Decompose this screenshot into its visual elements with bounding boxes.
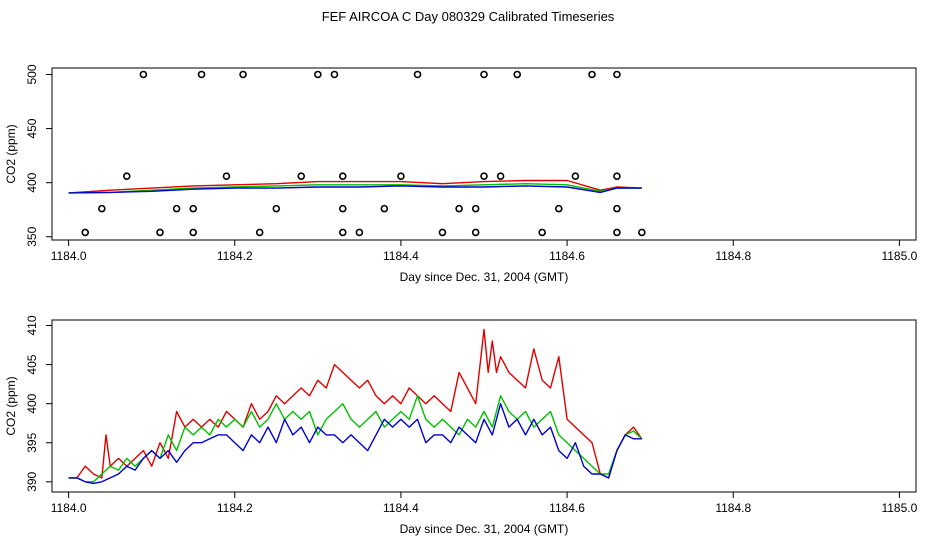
scatter-point [613,70,621,79]
scatter-point [189,228,198,237]
scatter-point [397,172,405,180]
scatter-point [255,228,264,237]
scatter-point [613,204,621,213]
scatter-point [139,70,148,79]
scatter-point [330,70,339,79]
y-tick-label: 400 [25,172,39,192]
scatter-point [513,70,522,79]
x-axis-label: Day since Dec. 31, 2004 (GMT) [400,522,569,536]
scatter-point [438,228,447,237]
y-tick-label: 500 [25,64,39,84]
scatter-point [588,70,596,79]
y-axis-label: CO2 (ppm) [4,124,18,183]
y-tick-label: 405 [25,354,39,374]
scatter-point [613,228,621,237]
scatter-point [380,204,389,213]
series-line-red [68,328,643,479]
y-tick-label: 450 [25,118,39,138]
scatter-point [613,172,621,180]
x-tick-label: 1184.6 [549,501,585,515]
scatter-point [455,204,463,213]
x-tick-label: 1184.0 [51,249,87,263]
y-tick-label: 400 [25,393,39,413]
x-tick-label: 1184.0 [51,501,87,515]
x-tick-label: 1184.4 [383,249,419,263]
scatter-point [222,172,231,180]
series-line-blue [68,185,642,194]
scatter-point [297,172,306,180]
scatter-point [122,172,131,180]
scatter-point [571,172,580,180]
x-tick-label: 1184.6 [549,249,585,263]
scatter-point [338,228,347,237]
scatter-point [480,70,488,79]
top-panel: 1184.0 1184.2 1184.4 1184.6 1184.8 1185.0 350 4… [4,64,918,284]
x-tick-label: 1184.2 [217,501,253,515]
scatter-point [239,70,247,79]
scatter-point [314,70,322,79]
scatter-point [471,228,480,237]
scatter-point [480,172,488,180]
scatter-point [197,70,206,79]
scatter-point [98,204,106,213]
x-axis-label: Day since Dec. 31, 2004 (GMT) [400,270,569,284]
scatter-point [172,204,181,213]
series-line-red [68,179,642,194]
scatter-point [554,204,563,213]
chart-title: FEF AIRCOA C Day 080329 Calibrated Times… [321,9,615,24]
x-tick-label: 1184.2 [217,249,253,263]
y-tick-label: 390 [25,472,39,492]
y-tick-label: 350 [25,226,39,246]
x-tick-label: 1184.8 [715,249,751,263]
bottom-panel: 1184.0 1184.2 1184.4 1184.6 1184.8 1185.0 390 3… [4,315,918,536]
series-line-blue [68,403,642,485]
scatter-point [81,228,90,237]
scatter-point [156,228,164,237]
y-tick-label: 395 [25,432,39,452]
scatter-point [355,228,364,237]
scatter-point [471,204,480,213]
x-tick-label: 1185.0 [881,501,917,515]
x-tick-label: 1185.0 [881,249,917,263]
scatter-point [413,70,422,79]
x-tick-label: 1184.4 [383,501,419,515]
x-tick-label: 1184.8 [715,501,751,515]
scatter-point [538,228,546,237]
scatter-point [338,172,347,180]
scatter-point [272,204,281,213]
y-axis-label: CO2 (ppm) [4,376,18,435]
scatter-point [338,204,347,213]
y-tick-label: 410 [25,315,39,335]
plot-frame [51,67,917,241]
plot-frame [51,319,917,493]
scatter-point [638,228,646,237]
series-line-green [68,395,643,483]
series-line-green [68,182,642,194]
scatter-point [189,204,198,213]
scatter-point [496,172,505,180]
